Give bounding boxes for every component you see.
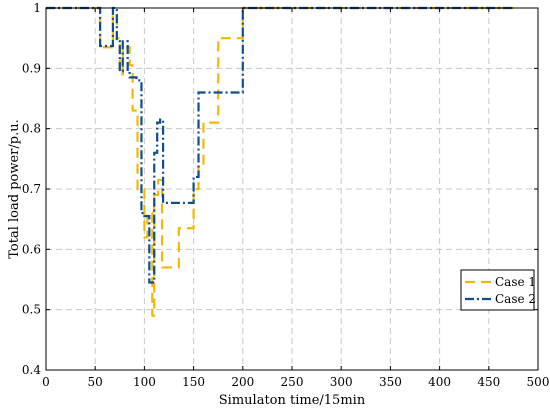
x-tick-label: 500: [527, 375, 550, 389]
legend-label-case-2: Case 2: [495, 292, 536, 306]
x-tick-label: 250: [281, 375, 304, 389]
grid: [46, 8, 538, 370]
x-tick-label: 400: [428, 375, 451, 389]
ticks: 0 50 100 150 200 250 300 350 400 450 500 0.4 0.5 0.6 0…: [22, 1, 550, 389]
y-tick-label: 0.8: [22, 122, 41, 136]
y-tick-label: 0.9: [22, 61, 41, 75]
series-line-2: [46, 6, 514, 284]
x-tick-label: 100: [133, 375, 156, 389]
x-tick-label: 200: [231, 375, 254, 389]
series-line-1: [46, 6, 514, 317]
x-tick-label: 300: [330, 375, 353, 389]
x-axis-label: Simulaton time/15min: [219, 393, 366, 408]
y-axis-label: Total load power/p.u.: [7, 119, 22, 258]
legend-box: [460, 269, 535, 311]
legend-label-case-1: Case 1: [495, 275, 536, 289]
y-tick-label: 1: [33, 1, 41, 15]
y-tick-label: 0.7: [22, 182, 41, 196]
y-tick-label: 0.6: [22, 242, 41, 256]
x-tick-label: 450: [477, 375, 500, 389]
x-tick-label: 50: [88, 375, 103, 389]
x-tick-label: 350: [379, 375, 402, 389]
series-layer: [46, 6, 514, 317]
x-tick-label: 0: [42, 375, 50, 389]
x-tick-label: 150: [182, 375, 205, 389]
legend: Case 1 Case 2: [460, 269, 536, 311]
y-tick-label: 0.4: [22, 363, 41, 377]
y-tick-label: 0.5: [22, 303, 41, 317]
